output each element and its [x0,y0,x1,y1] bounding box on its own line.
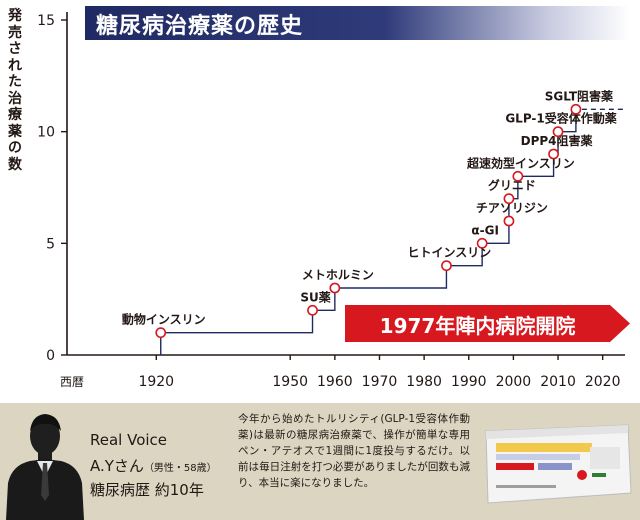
x-tick-label: 1980 [406,374,442,390]
data-label: チアゾリジン [476,200,548,215]
data-point [503,193,515,205]
data-label: SGLT阻害薬 [545,88,613,103]
y-tick-label: 15 [37,13,55,29]
opening-banner: 1977年陣内病院開院 [345,305,630,342]
patient-name: A.Yさん（男性・58歳） [90,455,217,476]
patient-name-text: A.Yさん [90,457,144,475]
y-tick-label: 0 [46,348,55,364]
title-bar [85,6,630,40]
x-tick-label: 1990 [451,374,487,390]
x-axis-label: 西暦 [60,375,84,389]
x-tick-label: 1970 [362,374,398,390]
data-label: α-GI [471,223,499,237]
data-label: 超速効型インスリン [466,155,575,170]
patient-profile: （男性・58歳） [143,463,217,474]
medicine-box-image [485,424,632,504]
patient-history: 糖尿病歴 約10年 [90,481,204,499]
banner-arrow-shape [345,305,630,342]
real-voice-panel: Real Voice A.Yさん（男性・58歳） 糖尿病歴 約10年 今年から始… [0,403,640,520]
data-label: 動物インスリン [122,312,206,327]
businessman-silhouette-icon [6,414,84,520]
x-tick-label: 2020 [585,374,621,390]
chart-title: 糖尿病治療薬の歴史 [96,14,304,39]
data-label: メトホルミン [302,268,374,282]
x-tick-label: 1920 [138,374,174,390]
data-point [307,304,318,316]
x-tick-label: 1950 [272,374,308,390]
y-tick-label: 5 [46,236,55,252]
data-label: DPP4阻害薬 [521,133,593,148]
data-point [155,327,167,339]
data-point [441,260,452,272]
data-label: SU薬 [300,289,330,304]
data-label: ヒトインスリン [408,246,492,260]
data-point [476,237,488,249]
data-label: GLP-1受容体作動薬 [505,111,616,126]
data-point [570,103,582,115]
data-point [329,282,341,294]
x-tick-label: 2010 [540,374,576,390]
banner-text: 1977年陣内病院開院 [379,314,576,338]
chart-svg: 0 5 10 15 1920 1950 1960 1970 1980 1990 2000 2010 20… [37,12,625,390]
x-tick-label: 2000 [496,374,532,390]
x-tick-label: 1960 [317,374,353,390]
real-voice-title: Real Voice [90,431,168,449]
data-point [503,215,515,227]
data-point [512,170,524,182]
data-point [552,126,564,138]
data-label: グリニド [488,178,536,193]
y-axis-label: 発売された治療薬の数 [8,8,22,173]
y-tick-label: 10 [37,125,55,141]
data-point [548,148,559,160]
patient-quote: 今年から始めたトルリシティ(GLP-1受容体作動薬)は最新の糖尿病治療薬で、操作… [238,413,470,489]
